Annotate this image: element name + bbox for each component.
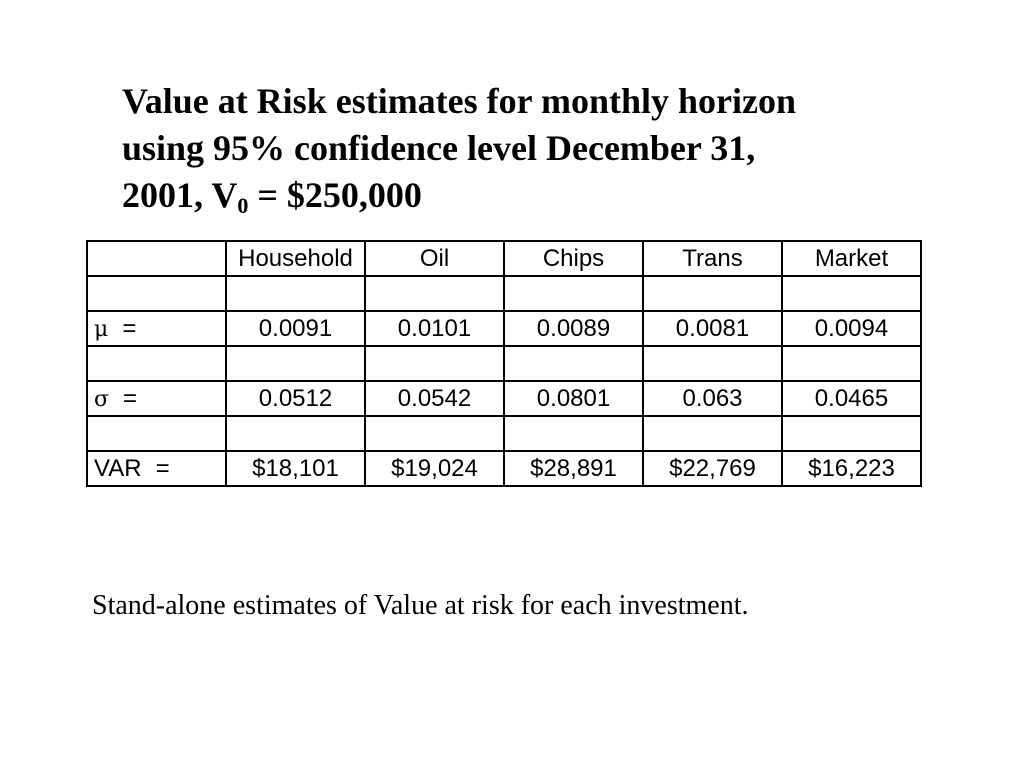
empty-cell	[642, 415, 783, 452]
table-spacer-row	[86, 275, 922, 312]
header-chips: Chips	[503, 240, 644, 277]
header-household: Household	[225, 240, 366, 277]
var-chips: $28,891	[503, 450, 644, 487]
header-oil: Oil	[364, 240, 505, 277]
var-label-text: VAR	[94, 454, 142, 482]
var-household: $18,101	[225, 450, 366, 487]
sigma-equals: =	[123, 384, 138, 412]
mu-market: 0.0094	[781, 310, 922, 347]
header-market: Market	[781, 240, 922, 277]
var-equals: =	[155, 454, 170, 482]
empty-cell	[781, 275, 922, 312]
title-line-1: Value at Risk estimates for monthly hori…	[122, 81, 796, 121]
var-estimates-table: Household Oil Chips Trans Market μ = 0.00…	[86, 240, 922, 487]
empty-cell	[642, 275, 783, 312]
empty-cell	[642, 345, 783, 382]
sigma-symbol: σ	[94, 386, 110, 412]
title-line-3-value: = $250,000	[248, 175, 422, 215]
sigma-row: σ = 0.0512 0.0542 0.0801 0.063 0.0465	[86, 380, 922, 417]
mu-label: μ =	[86, 310, 227, 347]
empty-cell	[503, 415, 644, 452]
mu-oil: 0.0101	[364, 310, 505, 347]
empty-cell	[364, 275, 505, 312]
var-market: $16,223	[781, 450, 922, 487]
empty-cell	[503, 345, 644, 382]
mu-equals: =	[122, 314, 137, 342]
empty-cell	[225, 345, 366, 382]
mu-row: μ = 0.0091 0.0101 0.0089 0.0081 0.0094	[86, 310, 922, 347]
sigma-trans: 0.063	[642, 380, 783, 417]
empty-cell	[364, 415, 505, 452]
table-spacer-row	[86, 345, 922, 382]
table-spacer-row	[86, 415, 922, 452]
empty-cell	[225, 415, 366, 452]
slide-title: Value at Risk estimates for monthly hori…	[122, 78, 922, 219]
mu-symbol: μ	[94, 316, 109, 342]
empty-cell	[86, 275, 227, 312]
sigma-chips: 0.0801	[503, 380, 644, 417]
empty-cell	[364, 345, 505, 382]
sigma-label: σ =	[86, 380, 227, 417]
empty-cell	[86, 415, 227, 452]
var-oil: $19,024	[364, 450, 505, 487]
header-trans: Trans	[642, 240, 783, 277]
sigma-oil: 0.0542	[364, 380, 505, 417]
mu-trans: 0.0081	[642, 310, 783, 347]
table-header-row: Household Oil Chips Trans Market	[86, 240, 922, 277]
sigma-market: 0.0465	[781, 380, 922, 417]
empty-cell	[781, 415, 922, 452]
empty-cell	[225, 275, 366, 312]
var-trans: $22,769	[642, 450, 783, 487]
empty-cell	[503, 275, 644, 312]
header-cell-empty	[86, 240, 227, 277]
mu-chips: 0.0089	[503, 310, 644, 347]
mu-household: 0.0091	[225, 310, 366, 347]
title-line-2: using 95% confidence level December 31,	[122, 128, 756, 168]
sigma-household: 0.0512	[225, 380, 366, 417]
slide-caption: Stand-alone estimates of Value at risk f…	[92, 590, 749, 621]
empty-cell	[86, 345, 227, 382]
empty-cell	[781, 345, 922, 382]
var-label: VAR =	[86, 450, 227, 487]
title-subscript: 0	[237, 193, 249, 218]
title-line-3: 2001, V	[122, 175, 238, 215]
var-row: VAR = $18,101 $19,024 $28,891 $22,769 $16…	[86, 450, 922, 487]
